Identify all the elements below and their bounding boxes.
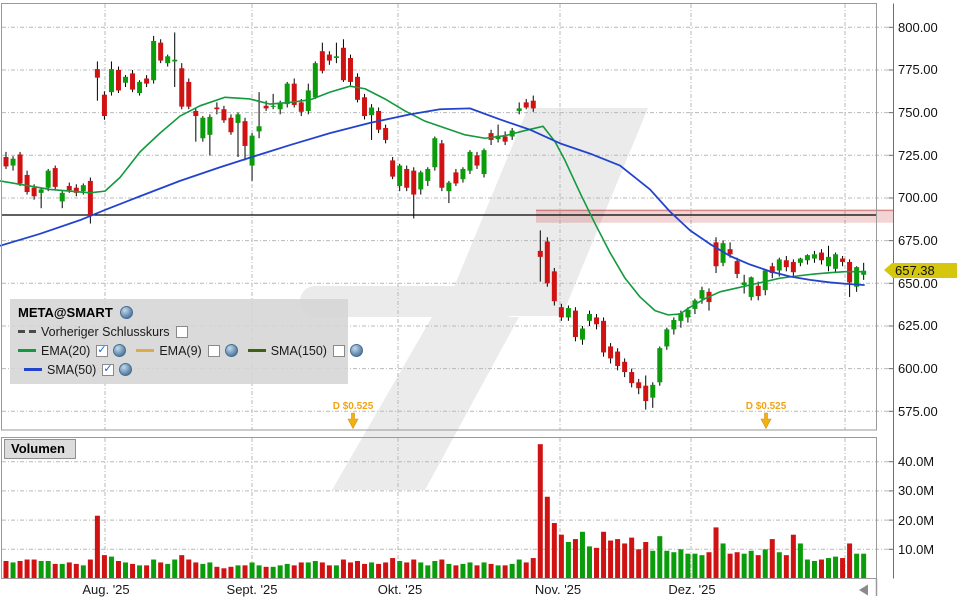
ema20-settings-icon[interactable] (113, 344, 127, 357)
sma150-swatch (247, 349, 266, 352)
ema9-swatch (136, 349, 155, 352)
legend-panel: META@SMART Vorheriger Schlusskurs EMA(20… (10, 299, 363, 384)
legend-label-ema20: EMA(20) (41, 343, 91, 358)
dividend-arrow-icon (347, 412, 359, 430)
price-tick-label: 650.00 (898, 275, 938, 291)
sma50-settings-icon[interactable] (119, 363, 133, 376)
volume-bars-layer (3, 444, 867, 579)
month-label: Aug. '25 (82, 582, 130, 597)
legend-label-sma50: SMA(50) (47, 362, 97, 377)
month-label: Dez. '25 (668, 582, 716, 597)
legend-label-sma150: SMA(150) (270, 343, 327, 358)
sma150-settings-icon[interactable] (349, 344, 363, 357)
dividend-marker-label: D $0.525 (333, 401, 374, 412)
month-label: Sept. '25 (226, 582, 278, 597)
sma50-line (0, 107, 865, 286)
price-tick-label: 575.00 (898, 403, 938, 419)
ema20-swatch (18, 349, 36, 352)
indicator-lines-layer (0, 85, 865, 316)
volume-tick-label: 10.0M (898, 541, 935, 557)
legend-label-prev-close: Vorheriger Schlusskurs (41, 324, 170, 339)
price-tick-label: 775.00 (898, 62, 938, 78)
sma50-checkbox[interactable] (102, 362, 115, 376)
price-tick-label: 700.00 (898, 190, 938, 206)
volume-tick-label: 30.0M (898, 483, 935, 499)
sma50-swatch (24, 368, 42, 371)
volume-panel-title: Volumen (4, 439, 76, 459)
current-price-tag: 657.38 (884, 263, 957, 279)
price-tick-label: 725.00 (898, 147, 938, 163)
settings-icon[interactable] (119, 305, 133, 319)
ema9-settings-icon[interactable] (224, 344, 238, 357)
price-tick-label: 750.00 (898, 105, 938, 121)
prev-close-swatch (18, 330, 36, 333)
month-label: Nov. '25 (534, 582, 582, 597)
price-tick-label: 600.00 (898, 361, 938, 377)
axis-frame (1, 3, 894, 579)
volume-tick-label: 40.0M (898, 454, 935, 470)
price-tick-label: 675.00 (898, 233, 938, 249)
ema20-checkbox[interactable] (96, 343, 109, 357)
dividend-arrow-icon (760, 412, 772, 430)
prev-close-checkbox[interactable] (175, 325, 188, 338)
sma150-checkbox[interactable] (332, 344, 345, 357)
instrument-title: META@SMART (18, 304, 113, 320)
price-tick-label: 625.00 (898, 318, 938, 334)
annotations-layer: D $0.525 D $0.525 (2, 209, 893, 430)
legend-label-ema9: EMA(9) (159, 343, 202, 358)
scroll-left-arrow-icon (859, 584, 868, 596)
dividend-marker-label: D $0.525 (746, 401, 787, 412)
scrollbar-corner[interactable] (859, 579, 878, 596)
volume-tick-label: 20.0M (898, 512, 935, 528)
month-label: Okt. '25 (377, 582, 423, 597)
ema20-line (0, 85, 865, 316)
watermark-logo (300, 108, 648, 490)
ema9-checkbox[interactable] (207, 344, 220, 357)
price-tick-label: 800.00 (898, 19, 938, 35)
